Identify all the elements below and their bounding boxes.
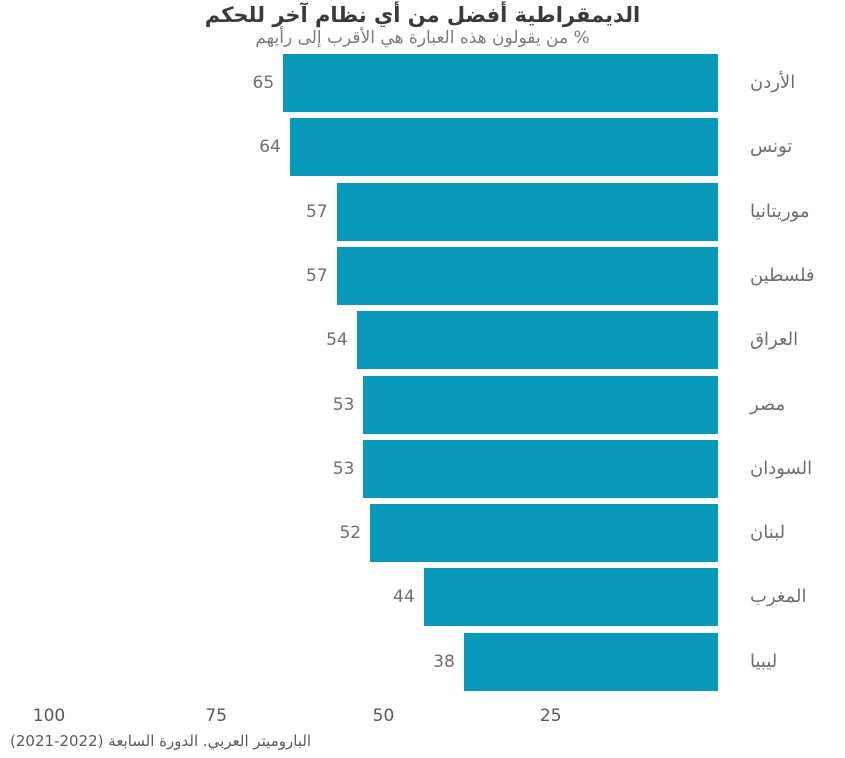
chart-title: الديمقراطية أفضل من أي نظام آخر للحكم [204,3,641,27]
category-label: تونس [750,136,793,158]
bar-value-label: 52 [339,523,362,544]
bar [423,568,718,627]
source-note: الباروميتر العربي. الدورة السابعة (2022-… [10,732,312,750]
bar-value-label: 64 [259,137,281,158]
category-label: الأردن [750,72,796,93]
category-label: فلسطين [750,264,815,286]
category-label: مصر [750,393,786,415]
bar [336,246,718,305]
bar-value-label: 53 [332,458,355,479]
bar-value-label: 38 [433,651,455,672]
bar-value-label: 65 [252,73,275,93]
bar [363,375,718,434]
bar [363,439,718,498]
category-label: ليبيا [750,650,778,672]
chart-subtitle: % من يقولون هذه العبارة هي الأقرب إلى رأ… [255,28,590,48]
bar-value-label: 44 [393,587,415,608]
category-label: موريتانيا [750,200,810,222]
bar-value-label: 54 [326,330,348,351]
bar [289,118,718,177]
x-axis-tick-label: 25 [539,706,562,726]
bar-value-label: 57 [306,265,328,286]
bar [463,632,718,691]
bar-value-label: 57 [306,201,328,222]
bar [336,182,718,241]
category-label: لبنان [750,522,786,544]
x-axis-tick-label: 75 [205,706,228,726]
category-label: المغرب [750,586,807,608]
bar [370,504,718,563]
category-label: العراق [750,329,799,351]
category-label: السودان [750,457,813,479]
bar-value-label: 53 [332,394,355,415]
bar [356,311,718,370]
x-axis-tick-label: 100 [32,706,66,726]
bar [283,54,718,112]
x-axis-tick-label: 50 [372,706,395,726]
